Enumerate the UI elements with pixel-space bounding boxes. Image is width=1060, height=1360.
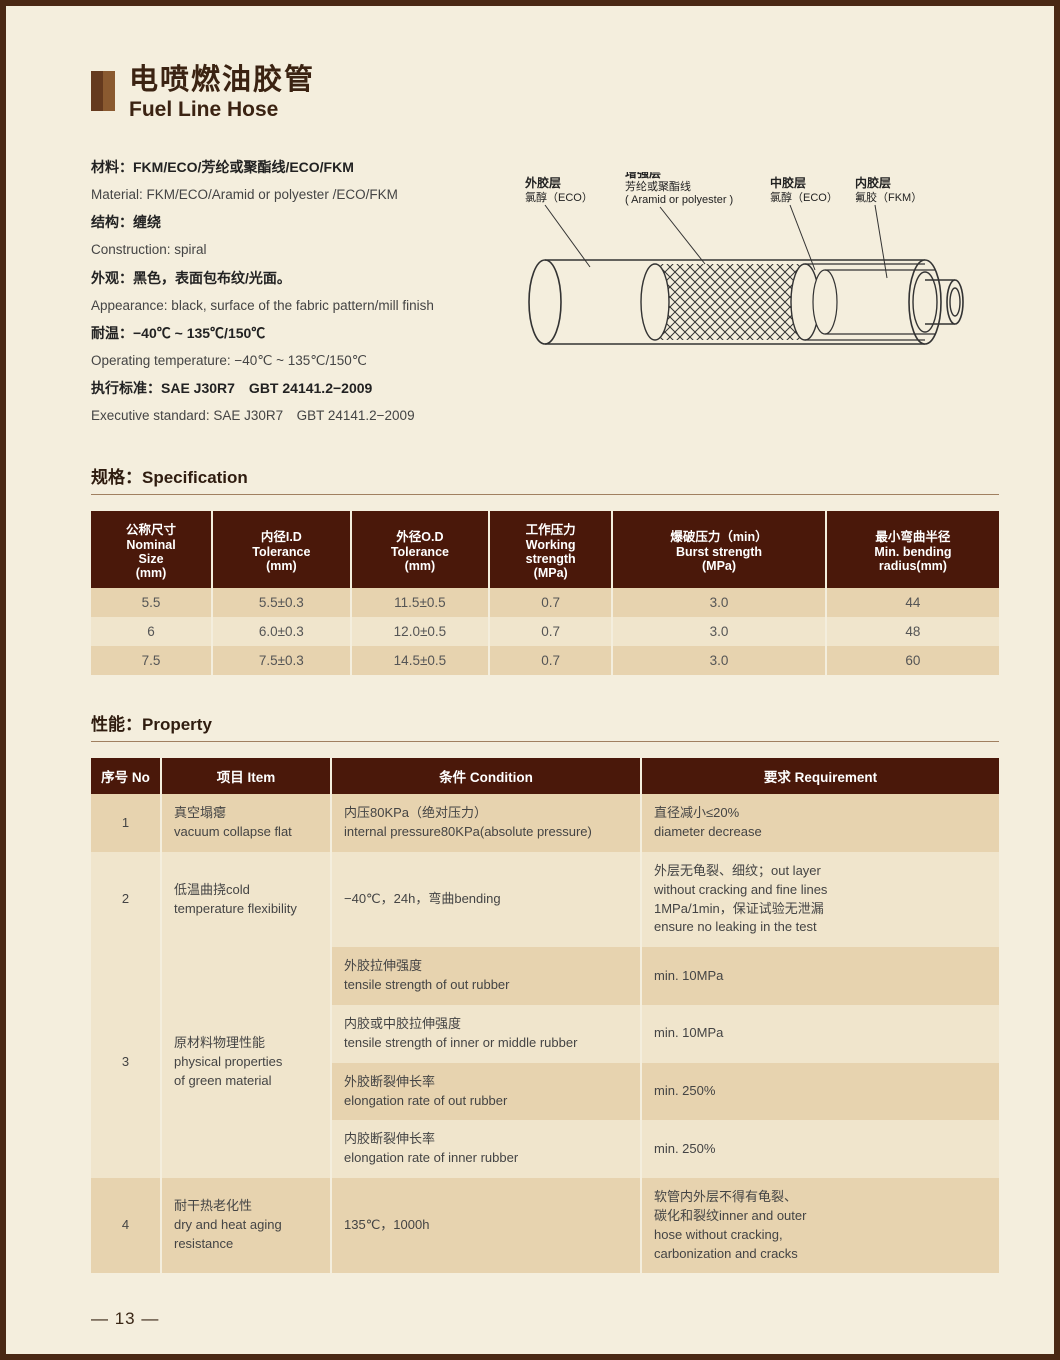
- prop-requirement: min. 10MPa: [641, 1005, 999, 1063]
- svg-text:氟胶（FKM）: 氟胶（FKM）: [855, 190, 922, 204]
- prop-condition: 内胶或中胶拉伸强度tensile strength of inner or mi…: [331, 1005, 641, 1063]
- prop-item: 低温曲挠coldtemperature flexibility: [161, 852, 331, 947]
- spec-header: 工作压力Workingstrength(MPa): [489, 511, 612, 588]
- info-line-cn: 执行标准：SAE J30R7 GBT 24141.2−2009: [91, 378, 471, 399]
- property-table: 序号 No项目 Item条件 Condition要求 Requirement 1…: [91, 758, 999, 1273]
- info-block: 材料：FKM/ECO/芳纶或聚酯线/ECO/FKM Material: FKM/E…: [91, 157, 999, 433]
- title-english: Fuel Line Hose: [129, 98, 315, 122]
- prop-condition: 内压80KPa（绝对压力）internal pressure80KPa(abso…: [331, 794, 641, 852]
- spec-cell: 0.7: [489, 646, 612, 675]
- svg-text:氯醇（ECO）: 氯醇（ECO）: [525, 190, 593, 204]
- prop-item: 真空塌瘪vacuum collapse flat: [161, 794, 331, 852]
- spec-cell: 44: [826, 588, 999, 617]
- title-icon: [91, 71, 115, 111]
- spec-section-title: 规格：Specification: [91, 463, 999, 495]
- spec-cell: 5.5: [91, 588, 212, 617]
- spec-cell: 0.7: [489, 588, 612, 617]
- prop-requirement: min. 10MPa: [641, 947, 999, 1005]
- spec-cell: 6: [91, 617, 212, 646]
- svg-text:( Aramid or polyester ): ( Aramid or polyester ): [625, 194, 733, 206]
- prop-requirement: 直径减小≤20%diameter decrease: [641, 794, 999, 852]
- spec-cell: 14.5±0.5: [351, 646, 490, 675]
- info-line-en: Construction: spiral: [91, 240, 471, 260]
- info-text: 材料：FKM/ECO/芳纶或聚酯线/ECO/FKM Material: FKM/E…: [91, 157, 471, 433]
- spec-cell: 5.5±0.3: [212, 588, 351, 617]
- spec-cell: 11.5±0.5: [351, 588, 490, 617]
- spec-cell: 6.0±0.3: [212, 617, 351, 646]
- prop-condition: 外胶拉伸强度tensile strength of out rubber: [331, 947, 641, 1005]
- spec-cell: 3.0: [612, 588, 826, 617]
- table-row: 66.0±0.312.0±0.50.73.048: [91, 617, 999, 646]
- title-chinese: 电喷燃油胶管: [129, 56, 315, 98]
- table-row: 2低温曲挠coldtemperature flexibility−40℃，24h…: [91, 852, 999, 947]
- svg-text:芳纶或聚酯线: 芳纶或聚酯线: [625, 179, 691, 193]
- prop-requirement: 软管内外层不得有龟裂、碳化和裂纹inner and outerhose with…: [641, 1178, 999, 1273]
- svg-text:氯醇（ECO）: 氯醇（ECO）: [770, 190, 838, 204]
- table-row: 4耐干热老化性dry and heat agingresistance135℃，…: [91, 1178, 999, 1273]
- spec-cell: 48: [826, 617, 999, 646]
- hose-diagram: 外胶层 氯醇（ECO） 增强层 芳纶或聚酯线 ( Aramid or polye…: [491, 157, 999, 433]
- spec-header: 外径O.DTolerance(mm): [351, 511, 490, 588]
- prop-condition: 内胶断裂伸长率elongation rate of inner rubber: [331, 1120, 641, 1178]
- info-line-cn: 结构：缠绕: [91, 212, 471, 233]
- property-header: 要求 Requirement: [641, 758, 999, 794]
- spec-cell: 3.0: [612, 617, 826, 646]
- info-line-en: Executive standard: SAE J30R7 GBT 24141.…: [91, 406, 471, 426]
- prop-requirement: min. 250%: [641, 1120, 999, 1178]
- page-title-section: 电喷燃油胶管 Fuel Line Hose: [91, 56, 999, 122]
- prop-item: 耐干热老化性dry and heat agingresistance: [161, 1178, 331, 1273]
- info-line-cn: 材料：FKM/ECO/芳纶或聚酯线/ECO/FKM: [91, 157, 471, 178]
- spec-cell: 7.5: [91, 646, 212, 675]
- svg-text:中胶层: 中胶层: [770, 175, 806, 190]
- info-line-en: Appearance: black, surface of the fabric…: [91, 296, 471, 316]
- table-row: 1真空塌瘪vacuum collapse flat内压80KPa（绝对压力）in…: [91, 794, 999, 852]
- specification-table: 公称尺寸NominalSize(mm)内径I.DTolerance(mm)外径O…: [91, 511, 999, 675]
- info-line-en: Operating temperature: −40℃ ~ 135℃/150℃: [91, 351, 471, 371]
- prop-condition: 外胶断裂伸长率elongation rate of out rubber: [331, 1063, 641, 1121]
- spec-cell: 12.0±0.5: [351, 617, 490, 646]
- info-line-cn: 外观：黑色，表面包布纹/光面。: [91, 268, 471, 289]
- prop-item: 原材料物理性能physical propertiesof green mater…: [161, 947, 331, 1178]
- prop-no: 1: [91, 794, 161, 852]
- prop-requirement: min. 250%: [641, 1063, 999, 1121]
- svg-text:外胶层: 外胶层: [525, 175, 561, 190]
- table-row: 3原材料物理性能physical propertiesof green mate…: [91, 947, 999, 1005]
- prop-condition: −40℃，24h，弯曲bending: [331, 852, 641, 947]
- prop-no: 4: [91, 1178, 161, 1273]
- spec-cell: 7.5±0.3: [212, 646, 351, 675]
- prop-requirement: 外层无龟裂、细纹；out layerwithout cracking and f…: [641, 852, 999, 947]
- svg-text:内胶层: 内胶层: [855, 175, 891, 190]
- prop-no: 3: [91, 947, 161, 1178]
- spec-cell: 0.7: [489, 617, 612, 646]
- info-line-cn: 耐温：−40℃ ~ 135℃/150℃: [91, 323, 471, 344]
- spec-header: 爆破压力（min）Burst strength(MPa): [612, 511, 826, 588]
- spec-header: 内径I.DTolerance(mm): [212, 511, 351, 588]
- prop-no: 2: [91, 852, 161, 947]
- property-section-title: 性能：Property: [91, 710, 999, 742]
- table-row: 7.57.5±0.314.5±0.50.73.060: [91, 646, 999, 675]
- table-row: 5.55.5±0.311.5±0.50.73.044: [91, 588, 999, 617]
- property-header: 序号 No: [91, 758, 161, 794]
- spec-cell: 60: [826, 646, 999, 675]
- prop-condition: 135℃，1000h: [331, 1178, 641, 1273]
- svg-text:增强层: 增强层: [625, 172, 661, 180]
- spec-header: 公称尺寸NominalSize(mm): [91, 511, 212, 588]
- property-header: 条件 Condition: [331, 758, 641, 794]
- spec-cell: 3.0: [612, 646, 826, 675]
- page-number: — 13 —: [91, 1309, 159, 1329]
- spec-header: 最小弯曲半径Min. bendingradius(mm): [826, 511, 999, 588]
- property-header: 项目 Item: [161, 758, 331, 794]
- info-line-en: Material: FKM/ECO/Aramid or polyester /E…: [91, 185, 471, 205]
